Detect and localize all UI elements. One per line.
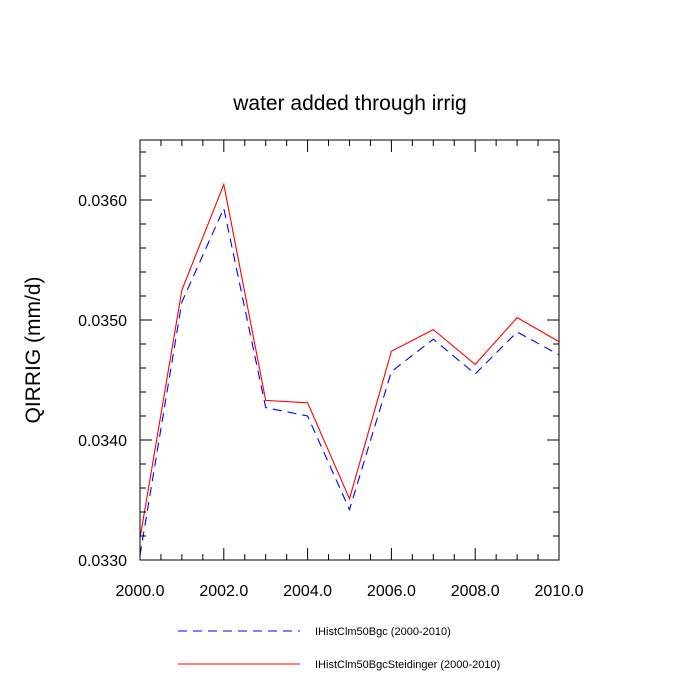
chart-title: water added through irrig xyxy=(232,92,466,115)
y-tick-label: 0.0330 xyxy=(78,553,127,570)
y-axis-ticks: 0.0330 0.0340 0.0350 0.0360 xyxy=(78,151,559,570)
series-line-1 xyxy=(139,182,560,539)
x-tick-label: 2004.0 xyxy=(283,583,332,600)
x-tick-label: 2006.0 xyxy=(367,583,416,600)
series-line-0 xyxy=(139,206,560,556)
x-tick-label: 2010.0 xyxy=(535,583,584,600)
legend-label-1: IHistClm50BgcSteidinger (2000-2010) xyxy=(315,659,500,671)
legend-label-0: IHistClm50Bgc (2000-2010) xyxy=(315,626,451,638)
x-tick-label: 2000.0 xyxy=(116,583,165,600)
y-tick-label: 0.0350 xyxy=(78,313,127,330)
legend: IHistClm50Bgc (2000-2010) IHistClm50BgcSt… xyxy=(178,626,500,671)
x-tick-label: 2008.0 xyxy=(451,583,500,600)
y-axis-label: QIRRIG (mm/d) xyxy=(22,277,45,424)
x-tick-label: 2002.0 xyxy=(199,583,248,600)
y-tick-label: 0.0340 xyxy=(78,433,127,450)
y-tick-label: 0.0360 xyxy=(78,193,127,210)
series-layer xyxy=(139,182,560,556)
x-axis-ticks: 2000.0 2002.0 2004.0 2006.0 2008.0 2010.0 xyxy=(116,140,584,600)
